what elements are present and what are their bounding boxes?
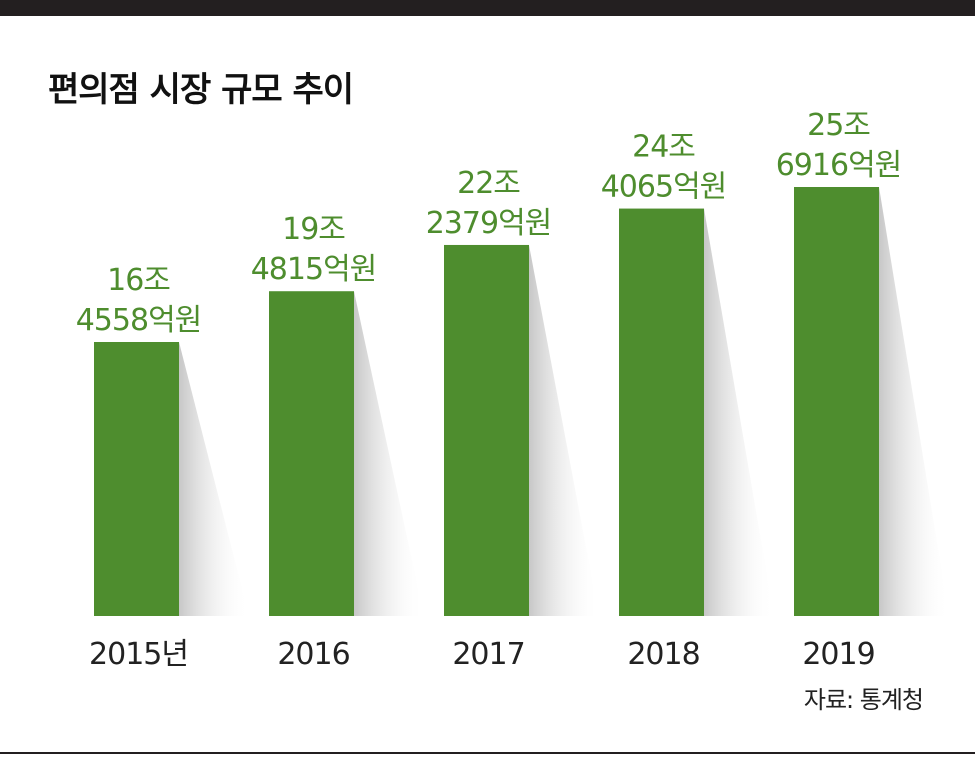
x-tick-label: 2017 [452,637,524,672]
bar-shadow [354,291,424,616]
bar-shadow [704,208,774,617]
bar-shadow [529,244,599,616]
source-note: 자료: 통계청 [803,686,924,714]
data-label: 24조 [632,130,695,165]
bar [794,187,879,616]
bar-chart: 16조 4558억원 19조 4815억원 22조 2379억원 24조 4065억원 25조 6… [76,108,949,672]
data-label: 16조 [107,263,170,298]
x-tick-label: 2019 [802,637,874,672]
bar [619,208,704,617]
data-label: 25조 [807,108,870,143]
bottom-rule [0,752,975,754]
bar [269,291,354,616]
data-label: 4815억원 [251,252,377,287]
data-label: 22조 [457,166,520,201]
data-label: 6916억원 [776,148,902,183]
data-label: 4558억원 [76,303,202,338]
bar-shadow [879,187,949,616]
bar [94,342,179,616]
bar [444,244,529,616]
x-tick-label: 2016 [277,637,349,672]
x-tick-label: 2018 [627,637,699,672]
data-label: 19조 [282,212,345,247]
data-label: 4065억원 [601,170,727,205]
x-tick-label: 2015년 [89,637,188,672]
chart-title: 편의점 시장 규모 추이 [48,70,354,110]
data-label: 2379억원 [426,206,552,241]
top-bar [0,0,975,16]
bar-shadow [179,342,249,616]
